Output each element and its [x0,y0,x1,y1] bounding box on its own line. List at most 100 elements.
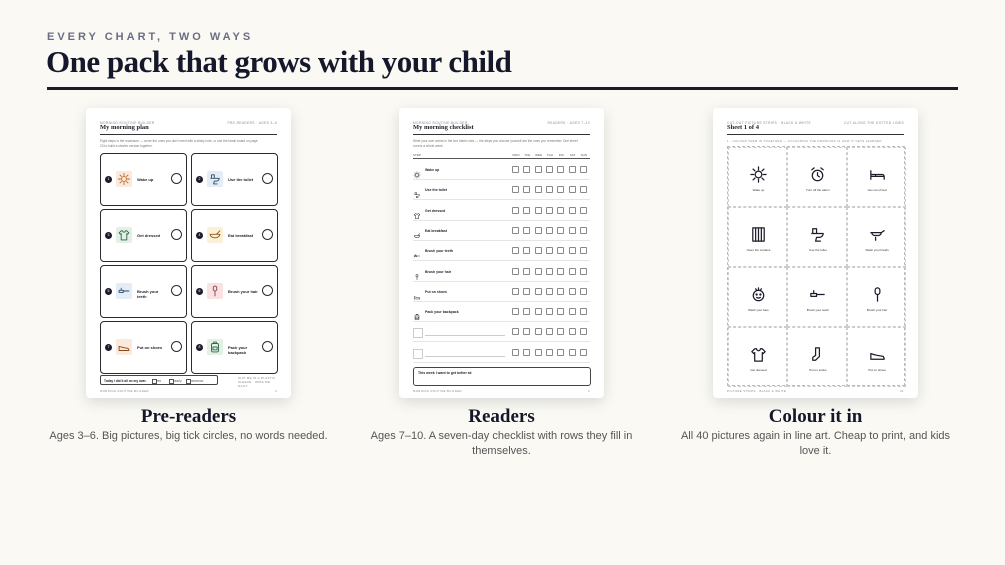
icon-shape [810,290,826,298]
icon [868,165,887,184]
icon-shape [414,192,420,199]
step-label: Eat breakfast [425,228,447,233]
icon-shape [755,293,758,296]
day-box [568,206,576,214]
step-label: Get dressed [425,208,446,213]
day-box [579,287,587,295]
day-box [579,226,587,234]
step-box: 6 Brush your hair [191,265,278,318]
icon [749,165,768,184]
icon-shape [413,254,421,258]
day-box [523,166,531,173]
icon-shape [751,348,766,362]
sheet-intro: Eight steps is the maximum — cover the o… [100,139,258,148]
tick-circle [171,285,182,296]
icon-shape [413,296,421,300]
step-box: 2 Use the toilet [191,153,278,206]
step-label: Brush your teeth [425,249,454,254]
step-box: 5 Brush your teeth [100,265,187,318]
icon-shape [811,167,825,178]
day-box [579,186,587,194]
icon [868,285,887,304]
icon-shape [118,230,130,241]
icon [116,227,132,243]
day-box [512,348,519,356]
day-box [579,247,587,255]
icon-shape [118,230,130,241]
day-box [523,247,531,255]
icon-shape [759,293,762,296]
day-box [512,206,519,214]
icon-shape [752,289,765,302]
footer-option: nearly [173,379,182,383]
icon-shape [811,228,825,242]
day-box [534,308,542,316]
sheet-card: MORNING ROUTINE BUILDER PRE-READERS · AGE… [86,108,291,398]
day-box [523,348,531,356]
footer-option: tomorrow [190,379,204,383]
day-box [523,206,531,214]
icon-shape [413,296,421,300]
picture-label: Wash your face [748,308,769,312]
picture-cell: Get dressed [728,327,788,387]
day-box [523,328,531,336]
day-box [579,166,587,173]
tick-circle [171,341,182,352]
picture-label: Wash your hands [865,248,889,252]
icon-shape [415,173,419,177]
step-box: 7 Put on shoes [100,321,187,374]
step-number: 4 [196,232,203,239]
icon-shape [414,314,420,321]
icon-shape [118,345,130,351]
sheet-rule [100,134,277,135]
day-box [568,287,576,295]
icon [413,288,421,300]
icon-shape [211,341,219,353]
picture-grid: Wake up Turn off the alarm Get out of bed O… [727,146,906,387]
day-box [579,267,587,275]
day-box [568,308,576,316]
option-box [169,379,174,384]
day-box [568,328,576,336]
icon [116,171,132,187]
sheet-card: CUT-OUT PICTURE STRIPS · BLACK & WHITE CU… [713,108,918,398]
icon-shape [209,230,221,239]
day-box [557,267,565,275]
day-box [545,287,553,295]
day-box [568,247,576,255]
icon-shape [413,212,421,219]
step-box: 8 Pack your backpack [191,321,278,374]
caption-text: Ages 7–10. A seven-day checklist with ro… [370,430,633,457]
step-label: Put on shoes [425,289,447,294]
day-box [523,287,531,295]
tick-circle [262,341,273,352]
day-box [545,267,553,275]
sheet-title: My morning plan [100,124,149,131]
title-rule [47,87,958,90]
step-label: Wake up [425,168,440,172]
day-box [512,267,519,275]
picture-label: Put on socks [809,368,827,372]
icon-shape [413,233,421,238]
icon-shape [874,287,881,302]
icon [808,165,827,184]
icon-shape [752,287,765,302]
icon-shape [755,227,762,242]
step-label: Wake up [137,177,154,182]
picture-label: Use the toilet [809,248,827,252]
tick-circle [171,229,182,240]
picture-label: Put on shoes [868,368,886,372]
day-box [557,348,565,356]
icon-shape [212,285,218,292]
icon-shape [869,352,885,360]
step-number: 6 [196,288,203,295]
icon [413,308,421,321]
day-box [534,247,542,255]
picture-cell: Get out of bed [846,147,906,207]
sheet-rule [413,134,590,135]
day-box [512,186,519,194]
icon [207,339,223,355]
day-box [512,226,519,234]
page-footer: MORNING ROUTINE BUILDER [100,389,149,393]
